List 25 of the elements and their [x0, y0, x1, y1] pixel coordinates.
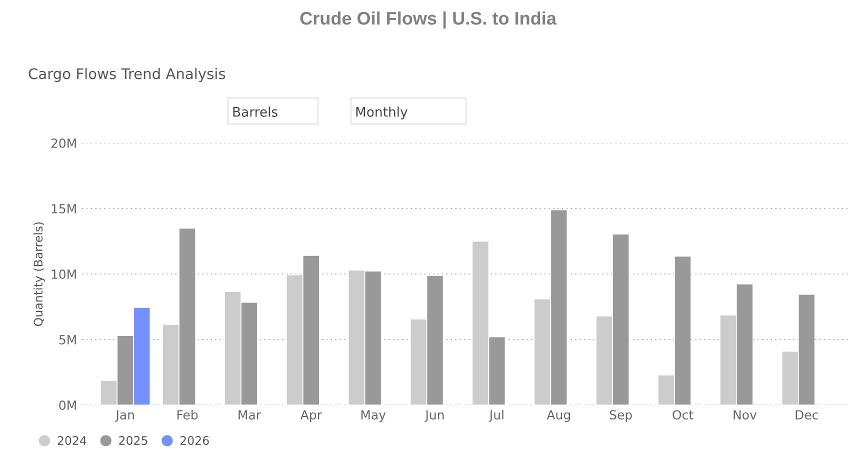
x-tick-label: Dec: [796, 410, 818, 420]
legend-label: 2026: [180, 436, 209, 445]
x-tick-label: Aug: [546, 410, 570, 422]
x-tick-label: Oct: [672, 410, 694, 420]
chart-title: Crude Oil Flows | U.S. to India: [300, 11, 557, 29]
y-tick-label: 20M: [51, 138, 76, 148]
text: Monthly: [356, 106, 408, 120]
x-tick-label: Feb: [177, 410, 198, 420]
x-tick-label: May: [361, 410, 386, 422]
y-tick-label: 0M: [59, 400, 76, 410]
x-tick-label: Apr: [300, 410, 322, 422]
y-tick-label: 10M: [52, 269, 76, 279]
y-tick-label: 15M: [52, 204, 76, 214]
legend-label: 2025: [119, 436, 148, 445]
legend-label: 2024: [58, 436, 86, 445]
x-tick-label: Jun: [424, 410, 444, 422]
y-tick-label: 5M: [59, 335, 76, 344]
x-tick-label: Mar: [238, 410, 262, 420]
x-tick-label: Jan: [115, 410, 134, 422]
chart-subtitle: Cargo Flows Trend Analysis: [28, 68, 226, 82]
text: Barrels: [233, 106, 278, 117]
x-tick-label: Jul: [488, 410, 504, 422]
x-tick-label: Sep: [610, 410, 632, 422]
y-axis-title: Quantity (Barrels): [33, 222, 45, 326]
x-tick-label: Nov: [734, 410, 757, 420]
